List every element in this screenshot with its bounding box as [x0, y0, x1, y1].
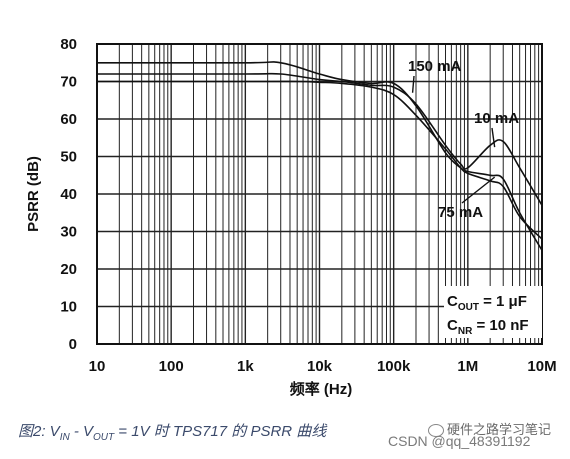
- watermark-account: 硬件之路学习笔记: [428, 419, 551, 438]
- y-tick-label: 80: [60, 36, 77, 53]
- x-tick-label: 10k: [307, 358, 333, 375]
- x-tick-label: 1k: [237, 358, 254, 375]
- series-line-75ma: [96, 61, 543, 251]
- conditions-box: [444, 286, 542, 338]
- series-label-10ma: 10 mA: [474, 110, 519, 127]
- series-layer: [96, 61, 543, 251]
- series-line-150ma: [97, 80, 543, 240]
- x-tick-label: 10M: [527, 358, 556, 375]
- x-axis-label: 频率 (Hz): [290, 380, 353, 398]
- series-label-75ma: 75 mA: [438, 204, 483, 221]
- y-tick-label: 70: [60, 74, 77, 91]
- x-tick-label: 100k: [377, 358, 411, 375]
- y-tick-label: 20: [60, 261, 77, 278]
- leader-75ma: [461, 176, 496, 204]
- y-tick-label: 40: [60, 186, 77, 203]
- condition-cnr: CNR = 10 nF: [447, 317, 529, 337]
- y-tick-label: 30: [60, 224, 77, 241]
- leader-150ma: [411, 75, 415, 93]
- leader-10ma: [491, 127, 496, 148]
- y-tick-label: 60: [60, 111, 77, 128]
- x-tick-label: 10: [89, 358, 106, 375]
- x-tick-label: 1M: [457, 358, 478, 375]
- condition-cout: COUT = 1 μF: [447, 293, 527, 313]
- y-tick-label: 50: [60, 149, 77, 166]
- watermark: CSDN @qq_48391192: [388, 433, 531, 449]
- y-tick-label: 10: [60, 299, 77, 316]
- plot-frame: [96, 43, 543, 345]
- y-axis-label: PSRR (dB): [25, 156, 42, 232]
- psrr-chart: 0 10 20 30 40 50 60 70 80 10 100 1k 10k 100k 1M 10M 频率 …: [25, 36, 557, 398]
- wechat-icon: [428, 424, 444, 438]
- tick-labels: 0 10 20 30 40 50 60 70 80 10 100 1k 10k 100k 1M 10M: [60, 36, 556, 375]
- series-label-150ma: 150 mA: [408, 58, 462, 75]
- x-tick-label: 100: [159, 358, 184, 375]
- y-tick-label: 0: [69, 336, 77, 353]
- figure-caption: 图2: VIN - VOUT = 1V 时 TPS717 的 PSRR 曲线: [18, 423, 327, 443]
